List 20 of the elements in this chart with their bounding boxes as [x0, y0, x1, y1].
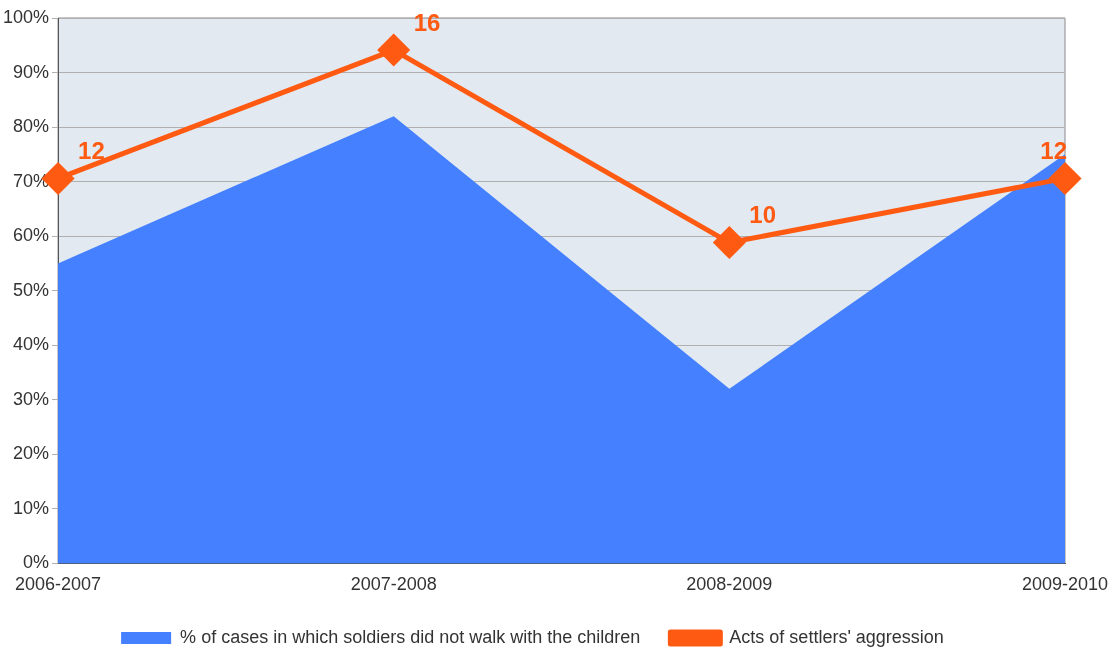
y-tick-label: 40% [13, 334, 50, 355]
x-tick-label: 2009-2010 [1021, 574, 1109, 595]
y-tick-label: 30% [13, 388, 50, 409]
legend-label: % of cases in which soldiers did not walk with the children [180, 626, 641, 647]
y-tick-label: 10% [13, 497, 50, 518]
y-tick-label: 80% [13, 116, 50, 137]
data-label: 16 [413, 8, 441, 36]
data-label: 10 [749, 201, 777, 229]
y-tick-label: 0% [23, 552, 50, 573]
y-tick-label: 50% [13, 279, 50, 300]
x-tick-label: 2006-2007 [14, 574, 102, 595]
y-tick-label: 100% [2, 6, 50, 27]
data-label: 12 [78, 137, 105, 165]
legend-label: Acts of settlers' aggression [729, 626, 944, 647]
y-tick-label: 20% [13, 443, 50, 464]
x-tick-label: 2008-2009 [686, 574, 773, 595]
y-tick-label: 60% [13, 225, 50, 246]
y-tick-label: 90% [13, 61, 50, 82]
x-tick-label: 2007-2008 [350, 574, 437, 595]
data-label: 12 [1040, 137, 1067, 165]
